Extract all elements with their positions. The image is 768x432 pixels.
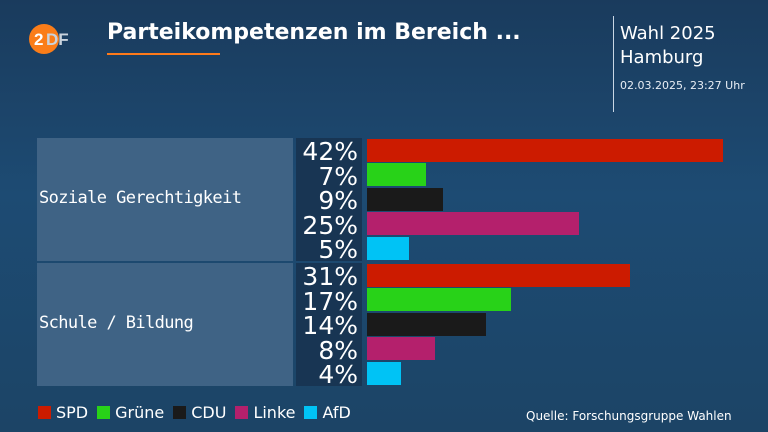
svg-text:DF: DF: [46, 30, 69, 49]
bar: [367, 236, 410, 260]
page-title: Parteikompetenzen im Bereich ...: [107, 20, 521, 45]
chart-legend: SPD Grüne CDU Linke AfD: [38, 402, 360, 422]
bar: [367, 361, 401, 385]
title-underline: [107, 53, 220, 55]
timestamp: 02.03.2025, 23:27 Uhr: [620, 79, 745, 92]
value-label: 31%: [302, 262, 358, 291]
legend-swatch: [304, 405, 318, 419]
zdf-logo: 2 DF: [29, 24, 69, 54]
legend-label: CDU: [191, 402, 227, 422]
legend-label: AfD: [322, 402, 351, 422]
value-label: 25%: [302, 210, 358, 240]
legend-label: SPD: [56, 402, 89, 422]
value-label: 42%: [302, 137, 358, 166]
legend-item: SPD: [38, 403, 88, 422]
value-label: 4%: [318, 360, 358, 390]
legend-item: CDU: [173, 403, 226, 422]
bar: [367, 163, 427, 187]
bar: [367, 337, 435, 361]
category-box: [37, 138, 293, 261]
bar: [367, 138, 723, 162]
header-divider: [613, 16, 614, 112]
election-name: Wahl 2025: [620, 23, 716, 44]
percent-column: [296, 263, 362, 386]
bar: [367, 288, 512, 312]
bar: [367, 312, 486, 336]
legend-label: Grüne: [115, 402, 165, 422]
value-label: 5%: [318, 235, 358, 265]
value-label: 14%: [302, 311, 358, 341]
percent-column: [296, 138, 362, 261]
legend-item: AfD: [304, 402, 351, 422]
legend-swatch: [38, 405, 51, 419]
value-label: 8%: [318, 335, 358, 365]
region-name: Hamburg: [620, 47, 704, 68]
legend-swatch: [97, 405, 111, 419]
svg-text:2: 2: [34, 30, 43, 49]
bar: [367, 187, 444, 211]
value-label: 7%: [318, 161, 358, 191]
legend-swatch: [235, 405, 249, 419]
legend-item: Linke: [235, 403, 295, 422]
category-label: Schule / Bildung: [39, 312, 194, 333]
legend-item: Grüne: [97, 403, 164, 422]
value-label: 9%: [318, 186, 358, 216]
legend-label: Linke: [253, 402, 296, 422]
category-box: [37, 263, 293, 386]
bar: [367, 212, 579, 236]
bar: [367, 263, 630, 287]
category-label: Soziale Gerechtigkeit: [39, 187, 242, 208]
legend-swatch: [173, 405, 187, 419]
source-note: Quelle: Forschungsgruppe Wahlen: [526, 409, 732, 423]
value-label: 17%: [302, 286, 358, 316]
